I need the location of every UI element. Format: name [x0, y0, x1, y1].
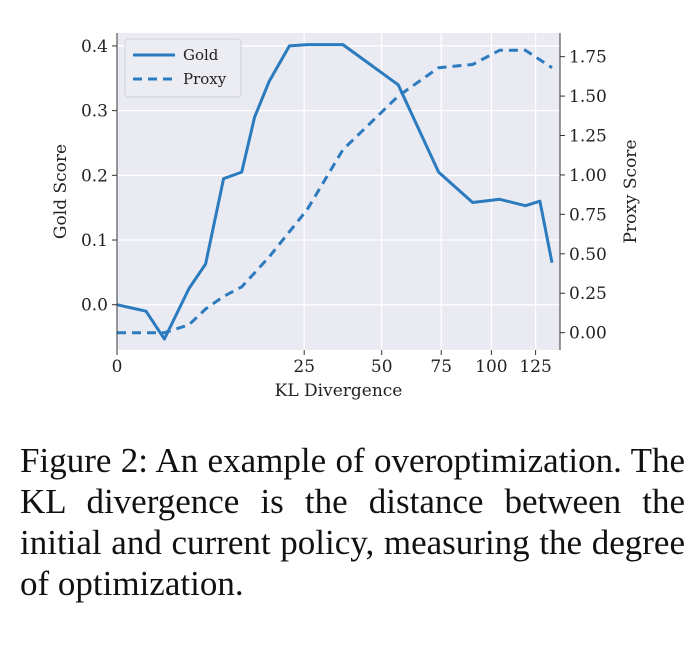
y-right-tick-label: 0.25 [569, 284, 607, 304]
x-tick-label: 100 [475, 357, 507, 377]
x-tick-label: 75 [430, 357, 452, 377]
legend-label-proxy: Proxy [183, 70, 227, 88]
figure-caption: Figure 2: An example of overoptimization… [20, 441, 685, 603]
y-right-tick-label: 0.50 [569, 245, 607, 265]
y-left-tick-label: 0.0 [81, 296, 108, 316]
y-left-tick-label: 0.4 [81, 37, 108, 57]
y-right-tick-label: 1.75 [569, 48, 607, 68]
series-line-proxy [117, 48, 553, 335]
series-line-gold [116, 43, 554, 341]
y-right-tick-label: 1.00 [569, 166, 607, 186]
chart: 0 25 50 75 100 125 0.0 0.1 0.2 0.3 0.4 0.00 0.25 0.50… [51, 33, 641, 401]
y-left-tick-label: 0.2 [81, 166, 108, 186]
y-left-tick-label: 0.1 [81, 231, 108, 251]
y-right-tick-label: 0.00 [569, 324, 607, 344]
x-tick-label: 125 [519, 357, 551, 377]
x-tick-label: 0 [112, 357, 123, 377]
y-right-tick-label: 1.50 [569, 87, 607, 107]
y-right-tick-label: 0.75 [569, 205, 607, 225]
x-axis-label: KL Divergence [275, 381, 403, 401]
legend-label-gold: Gold [183, 46, 219, 64]
y-right-tick-label: 1.25 [569, 127, 607, 147]
y-left-tick-label: 0.3 [81, 102, 108, 122]
chart-canvas: 0 25 50 75 100 125 0.0 0.1 0.2 0.3 0.4 0.00 0.25 0.50… [51, 33, 641, 401]
x-tick-label: 25 [293, 357, 315, 377]
y-right-axis-label: Proxy Score [621, 140, 641, 244]
x-tick-label: 50 [371, 357, 393, 377]
y-left-axis-label: Gold Score [51, 144, 71, 239]
